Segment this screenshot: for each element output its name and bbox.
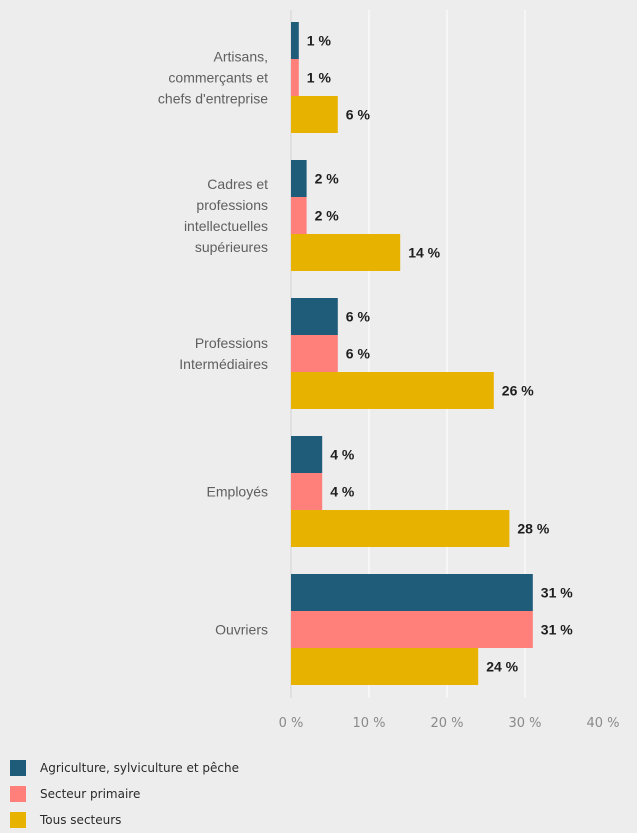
category-label: professions: [196, 197, 268, 213]
data-label: 26 %: [502, 383, 534, 399]
data-label: 14 %: [408, 245, 440, 261]
bar: [291, 335, 338, 372]
data-label: 28 %: [517, 521, 549, 537]
bar: [291, 234, 401, 271]
data-label: 31 %: [541, 622, 573, 638]
category-label: chefs d'entreprise: [158, 91, 268, 107]
x-tick-label: 10 %: [352, 716, 385, 731]
legend-swatch-tous-secteurs: [10, 812, 26, 828]
data-label: 1 %: [307, 70, 332, 86]
legend-label-secteur-primaire: Secteur primaire: [40, 787, 141, 801]
category-label: Cadres et: [207, 176, 268, 192]
bar: [291, 648, 479, 685]
legend-item-tous-secteurs: Tous secteurs: [10, 807, 239, 833]
category-label: Ouvriers: [215, 622, 268, 638]
x-tick-label: 40 %: [586, 716, 619, 731]
data-label: 6 %: [346, 107, 371, 123]
legend-item-secteur-primaire: Secteur primaire: [10, 781, 239, 807]
bar: [291, 22, 299, 59]
x-tick-label: 30 %: [508, 716, 541, 731]
legend-label-agriculture: Agriculture, sylviculture et pêche: [40, 761, 239, 775]
data-label: 2 %: [315, 208, 340, 224]
category-label: supérieures: [195, 239, 268, 255]
data-label: 24 %: [486, 659, 518, 675]
bar: [291, 611, 533, 648]
data-label: 6 %: [346, 346, 371, 362]
x-tick-label: 20 %: [430, 716, 463, 731]
data-label: 6 %: [346, 309, 371, 325]
bar: [291, 96, 338, 133]
data-label: 2 %: [315, 171, 340, 187]
legend-swatch-secteur-primaire: [10, 786, 26, 802]
data-label: 4 %: [330, 484, 355, 500]
bar: [291, 436, 323, 473]
bar: [291, 298, 338, 335]
category-label: Artisans,: [214, 49, 268, 65]
category-label: Professions: [195, 335, 268, 351]
bar: [291, 372, 494, 409]
bar: [291, 197, 307, 234]
category-label: Intermédiaires: [179, 356, 268, 372]
bar: [291, 574, 533, 611]
bar: [291, 510, 510, 547]
bar: [291, 473, 323, 510]
legend: Agriculture, sylviculture et pêche Secte…: [10, 755, 239, 833]
legend-swatch-agriculture: [10, 760, 26, 776]
legend-item-agriculture: Agriculture, sylviculture et pêche: [10, 755, 239, 781]
data-label: 1 %: [307, 33, 332, 49]
bar: [291, 160, 307, 197]
category-label: commerçants et: [168, 70, 268, 86]
data-label: 4 %: [330, 447, 355, 463]
x-tick-label: 0 %: [279, 716, 304, 731]
category-label: intellectuelles: [184, 218, 268, 234]
data-label: 31 %: [541, 585, 573, 601]
category-label: Employés: [207, 484, 268, 500]
bar: [291, 59, 299, 96]
bar-chart: 0 % 10 % 20 % 30 % 40 % 1 % 1 % 6 % Artisans, com…: [158, 10, 620, 731]
legend-label-tous-secteurs: Tous secteurs: [40, 813, 122, 827]
